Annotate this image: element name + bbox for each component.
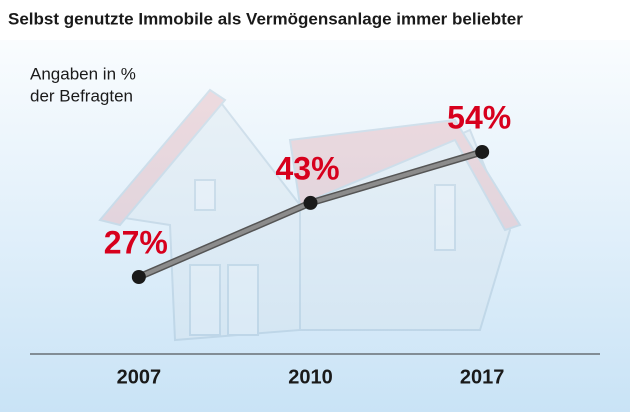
point <box>303 195 318 210</box>
point <box>475 144 490 159</box>
chart-title: Selbst genutzte Immobile als Vermögensan… <box>8 9 523 28</box>
value-label: 27% <box>104 224 168 260</box>
x-tick-label: 2010 <box>288 366 333 388</box>
x-tick-label: 2017 <box>460 366 505 388</box>
title-bar <box>0 0 630 40</box>
point <box>131 269 146 284</box>
subtitle: Angaben in % <box>30 64 136 83</box>
subtitle: der Befragten <box>30 86 133 105</box>
value-label: 54% <box>447 99 511 135</box>
x-tick-label: 2007 <box>117 366 162 388</box>
value-label: 43% <box>275 150 339 186</box>
